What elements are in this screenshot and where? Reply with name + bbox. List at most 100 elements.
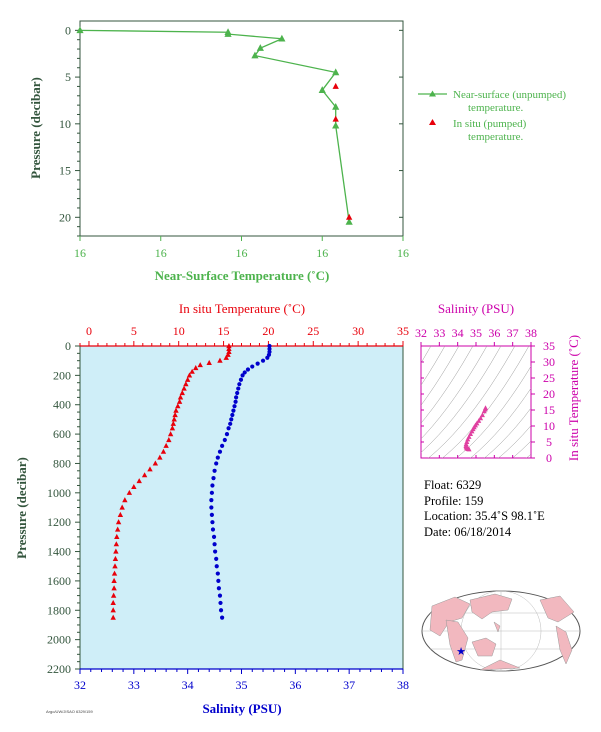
- temperature-point: [186, 372, 193, 378]
- salinity-point: [267, 343, 272, 349]
- profile-ytick-label: 800: [53, 456, 71, 470]
- ts-ytick-label: 10: [543, 419, 555, 433]
- temperature-point: [110, 614, 116, 620]
- legend-label-unpumped: Near-surface (unpumped) temperature.: [453, 89, 566, 114]
- ts-axis-ticks: 32 33 34 35 36 37 38 0 5 10 15 20 25 30 35: [415, 326, 555, 465]
- temperature-point: [110, 607, 116, 613]
- ts-ytick-label: 0: [546, 451, 552, 465]
- temperature-point: [181, 385, 187, 391]
- salinity-point: [211, 534, 217, 539]
- legend-triangle-pumped: [429, 119, 436, 125]
- temperature-point: [173, 407, 179, 413]
- temperature-tick-label: 5: [131, 324, 137, 338]
- near-surface-unpumped-point: [224, 30, 232, 37]
- ts-isopycnal: [527, 308, 601, 468]
- profile-ytick-label: 1400: [47, 545, 71, 559]
- near-surface-unpumped-point: [332, 121, 340, 129]
- salinity-point: [232, 404, 237, 409]
- in-situ-pumped-point: [332, 82, 339, 89]
- near-surface-plot-frame: [79, 20, 404, 237]
- temperature-tick-label: 30: [352, 324, 364, 338]
- profile-ytick-label: 400: [53, 398, 71, 412]
- salinity-point: [235, 390, 240, 396]
- salinity-point: [226, 426, 231, 431]
- near-surface-xtick-label: 16: [236, 246, 248, 260]
- profile-ytick-label: 1800: [47, 603, 71, 617]
- float-id: Float: 6329: [424, 478, 482, 492]
- near-surface-xtick-label: 16: [316, 246, 328, 260]
- profile-panel: 0200400600800100012001400160018002000220…: [14, 301, 409, 716]
- temperature-point: [141, 472, 148, 478]
- salinity-point: [212, 542, 217, 547]
- ts-isopycnal: [525, 453, 531, 458]
- salinity-point: [215, 455, 220, 460]
- salinity-point: [265, 355, 270, 360]
- ts-xtick-label: 33: [433, 326, 445, 340]
- salinity-tick-label: 32: [74, 678, 86, 692]
- salinity-point: [209, 512, 214, 517]
- near-surface-xtick-label: 16: [74, 246, 86, 260]
- ts-isopycnal: [421, 346, 474, 424]
- temperature-point: [197, 362, 203, 368]
- salinity-point: [209, 490, 214, 495]
- ts-point: [476, 418, 482, 423]
- salinity-point: [209, 498, 214, 503]
- temperature-point: [111, 570, 118, 576]
- ts-isopycnal: [483, 407, 531, 458]
- temperature-point: [122, 497, 128, 503]
- temperature-point: [117, 511, 124, 517]
- temperature-point: [114, 526, 121, 532]
- temperature-point: [171, 416, 177, 422]
- salinity-point: [210, 527, 216, 532]
- salinity-tick-label: 33: [128, 678, 140, 692]
- temperature-point: [184, 376, 191, 382]
- salinity-point: [214, 556, 219, 561]
- ts-point: [481, 408, 487, 414]
- ts-isopycnal: [441, 346, 530, 458]
- salinity-point: [229, 417, 234, 422]
- near-surface-unpumped-point: [278, 34, 286, 42]
- temperature-point: [223, 354, 229, 360]
- legend-label-pumped: In situ (pumped) temperature.: [453, 118, 527, 143]
- profile-number: Profile: 159: [424, 493, 484, 508]
- temperature-point: [177, 394, 184, 400]
- temperature-point: [111, 577, 117, 584]
- salinity-point: [224, 431, 230, 437]
- salinity-point: [217, 449, 223, 454]
- near-surface-series: [76, 26, 353, 225]
- salinity-point: [217, 593, 223, 598]
- temperature-point: [110, 592, 117, 598]
- ts-point: [478, 415, 484, 421]
- ts-ytick-label: 15: [543, 403, 555, 417]
- salinity-tick-label: 36: [289, 678, 301, 692]
- temperature-point: [193, 365, 199, 371]
- temperature-point: [119, 504, 125, 510]
- temperature-tick-label: 25: [307, 324, 319, 338]
- temperature-point: [113, 541, 120, 547]
- salinity-axis-label: Salinity (PSU): [202, 701, 281, 716]
- temperature-point: [126, 489, 133, 495]
- location-map: ★: [421, 590, 581, 672]
- salinity-point: [214, 461, 219, 466]
- salinity-tick-label: 35: [236, 678, 248, 692]
- near-surface-unpumped-point: [318, 86, 326, 93]
- near-surface-ytick-label: 20: [59, 210, 71, 224]
- temperature-tick-label: 0: [86, 324, 92, 338]
- ts-xtick-label: 35: [470, 326, 482, 340]
- profile-series: [110, 343, 272, 620]
- temperature-point: [217, 357, 223, 363]
- temperature-point: [176, 398, 183, 404]
- in-situ-pumped-point: [332, 115, 339, 122]
- profile-ytick-label: 2000: [47, 633, 71, 647]
- near-surface-ytick-label: 5: [65, 70, 71, 84]
- temperature-point: [169, 425, 176, 431]
- salinity-point: [212, 468, 217, 473]
- salinity-point: [220, 615, 225, 620]
- profile-ytick-label: 0: [65, 339, 71, 353]
- ts-xtick-label: 34: [452, 326, 464, 340]
- salinity-point: [250, 364, 255, 369]
- profile-ytick-label: 2200: [47, 662, 71, 676]
- salinity-point: [234, 395, 239, 400]
- footnote: Argo/UW/JISAO 6329/159: [46, 709, 93, 714]
